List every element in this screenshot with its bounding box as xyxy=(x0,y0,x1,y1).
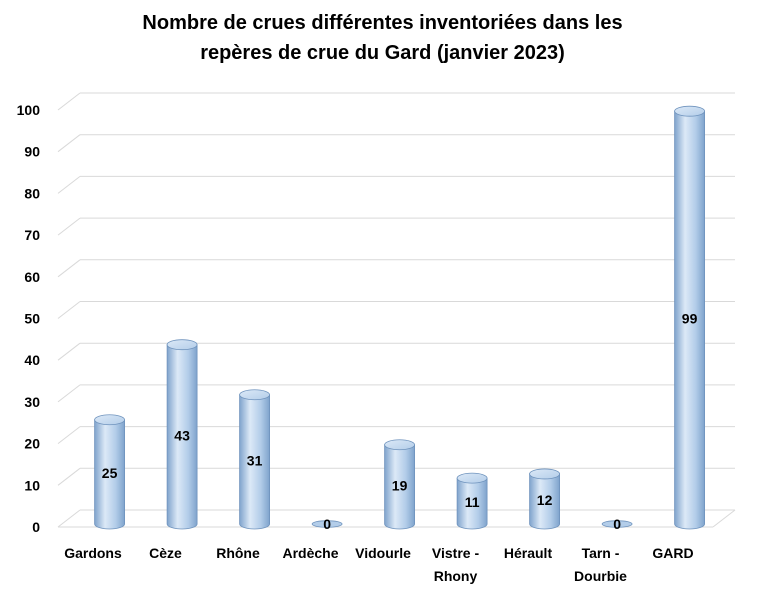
y-tick-label: 30 xyxy=(24,394,40,410)
data-label: 31 xyxy=(247,452,263,468)
bar: 19 xyxy=(384,439,416,530)
gridline-side xyxy=(57,509,81,528)
data-label: 0 xyxy=(323,516,331,532)
x-category-label: Hérault xyxy=(504,545,553,561)
bar-top xyxy=(239,389,271,401)
bar-top xyxy=(529,468,560,480)
bar: 99 xyxy=(674,105,705,530)
bar-body xyxy=(384,444,415,530)
chart-title: Nombre de crues différentes inventoriées… xyxy=(0,8,765,68)
bar: 11 xyxy=(456,472,488,530)
bar-top xyxy=(311,520,343,528)
y-tick-label: 0 xyxy=(32,519,40,535)
y-tick-label: 100 xyxy=(17,102,41,118)
x-category-label: Rhony xyxy=(434,568,478,584)
bar-top xyxy=(601,520,633,528)
data-label: 43 xyxy=(174,427,190,443)
gridline-side xyxy=(57,342,81,361)
floor-edge-right xyxy=(712,509,736,528)
x-category-label: Tarn - xyxy=(582,545,620,561)
data-label: 0 xyxy=(613,516,621,532)
bar: 0 xyxy=(311,516,343,532)
bar-top xyxy=(674,105,705,117)
y-tick-label: 40 xyxy=(24,352,40,368)
x-category-label: GARD xyxy=(652,545,693,561)
data-label: 11 xyxy=(465,494,480,510)
x-category-label: Dourbie xyxy=(574,568,627,584)
data-label: 25 xyxy=(102,465,118,481)
bar-body xyxy=(674,110,705,530)
bar-body xyxy=(94,419,125,530)
data-label: 19 xyxy=(392,477,408,493)
x-category-label: Gardons xyxy=(64,545,122,561)
y-tick-label: 80 xyxy=(24,185,40,201)
bar-top xyxy=(166,339,198,351)
gridline-side xyxy=(57,92,81,111)
data-label: 99 xyxy=(682,311,698,327)
x-category-label: Ardèche xyxy=(282,545,338,561)
chart-title-line-1: Nombre de crues différentes inventoriées… xyxy=(142,12,623,34)
y-tick-label: 50 xyxy=(24,311,40,327)
bar-body xyxy=(529,473,560,530)
y-tick-label: 70 xyxy=(24,227,40,243)
bar-body xyxy=(456,477,488,530)
bar: 0 xyxy=(601,516,633,532)
y-tick-label: 10 xyxy=(24,477,40,493)
bar: 12 xyxy=(529,468,560,530)
x-category-label: Vistre - xyxy=(432,545,480,561)
x-category-label: Rhône xyxy=(216,545,260,561)
gridline-side xyxy=(57,217,81,236)
bar-top xyxy=(456,472,488,484)
chart-title-line-2: repères de crue du Gard (janvier 2023) xyxy=(200,42,565,64)
bar-top xyxy=(384,439,416,451)
gridline-side xyxy=(57,467,81,486)
bar: 31 xyxy=(239,389,271,530)
bar-top xyxy=(94,414,125,426)
bar: 25 xyxy=(94,414,125,530)
gridline-side xyxy=(57,176,81,194)
bar-body xyxy=(166,344,198,530)
x-category-label: Cèze xyxy=(149,545,182,561)
y-tick-label: 20 xyxy=(24,436,40,452)
gridline-side xyxy=(57,259,81,278)
gridline-side xyxy=(57,426,81,444)
y-tick-label: 90 xyxy=(24,144,40,160)
x-category-label: Vidourle xyxy=(355,545,411,561)
gridline-side xyxy=(57,384,81,403)
bar-body xyxy=(239,394,270,530)
bar: 43 xyxy=(166,339,198,530)
data-label: 12 xyxy=(537,492,553,508)
gridline-side xyxy=(57,134,81,153)
y-tick-label: 60 xyxy=(24,269,40,285)
gridline-side xyxy=(57,301,81,319)
